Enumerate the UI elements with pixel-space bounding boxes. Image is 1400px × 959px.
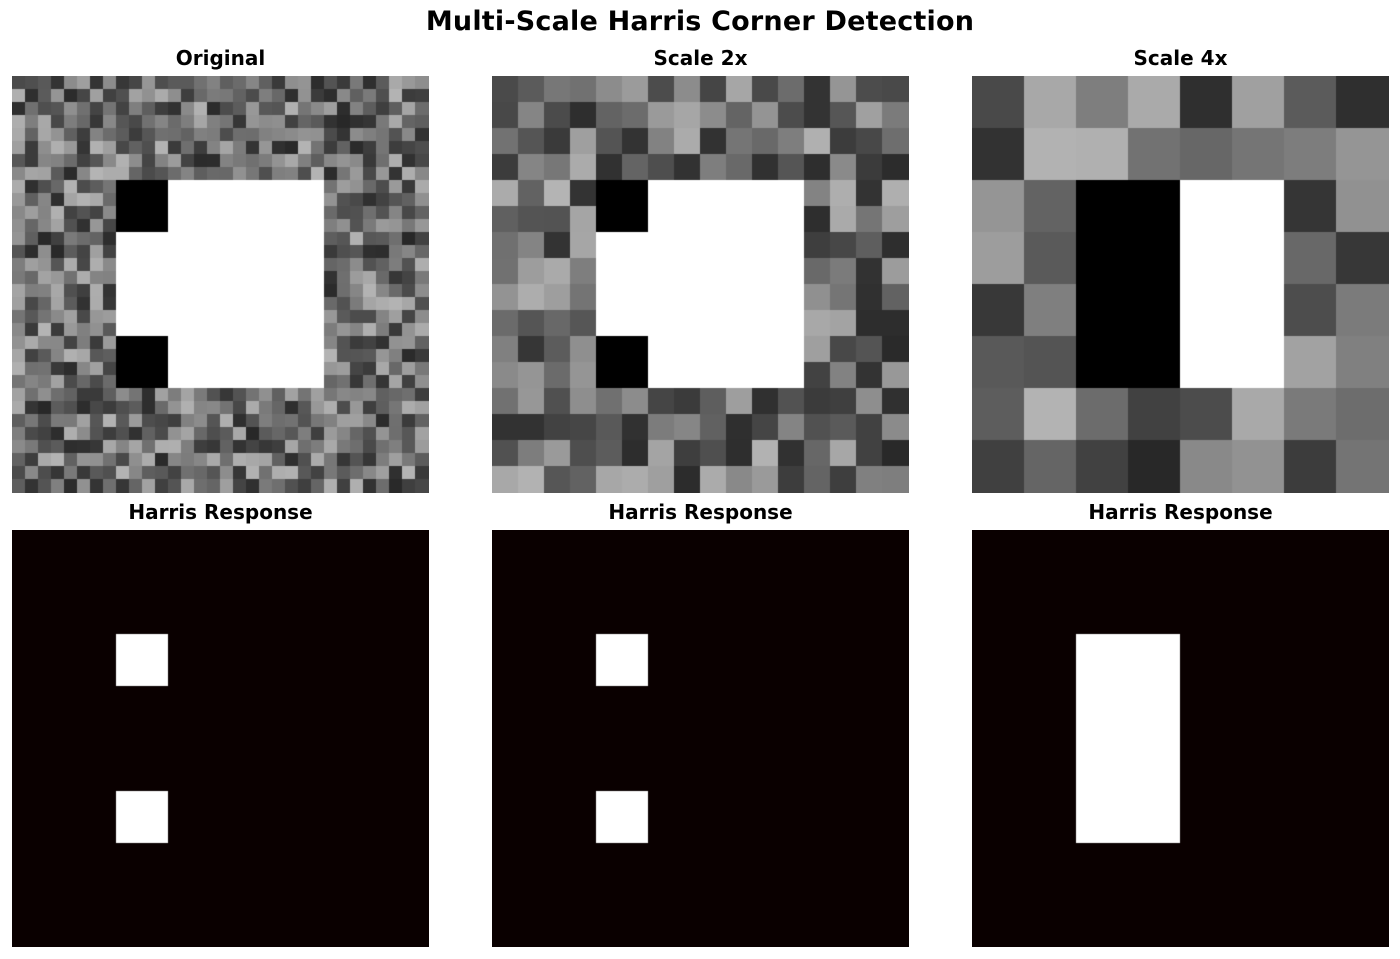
panel-title: Harris Response: [608, 500, 793, 524]
panel-title: Scale 4x: [1133, 46, 1228, 70]
panel-title: Scale 2x: [653, 46, 748, 70]
figure-title: Multi-Scale Harris Corner Detection: [425, 6, 975, 37]
panel-title: Original: [175, 46, 266, 70]
panel-title: Harris Response: [1088, 500, 1273, 524]
original-image: [12, 76, 429, 493]
harris-response-original: [12, 530, 429, 947]
harris-response-4x: [972, 530, 1389, 947]
panel-title: Harris Response: [128, 500, 313, 524]
scale-4x-image: [972, 76, 1389, 493]
harris-response-2x: [492, 530, 909, 947]
scale-2x-image: [492, 76, 909, 493]
